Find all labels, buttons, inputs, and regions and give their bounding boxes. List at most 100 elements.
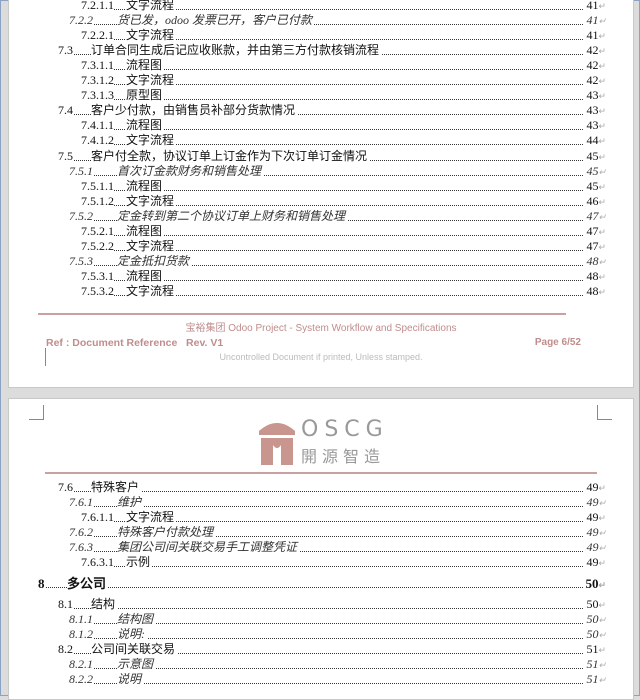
toc-entry[interactable]: 7.2.1.1 文字流程 41 (9, 0, 633, 14)
toc-page-number: 49 (584, 495, 606, 511)
toc-title: 流程图 (126, 58, 165, 74)
toc-page-number: 43 (584, 103, 606, 120)
footer-note: Uncontrolled Document if printed, Unless… (219, 352, 423, 362)
leader-dots (69, 623, 603, 639)
toc-title: 流程图 (126, 268, 165, 284)
leader-dots (69, 250, 603, 266)
toc-entry[interactable]: 7.6 特殊客户 49 (9, 480, 633, 496)
toc-title: 公司间关联交易 (91, 642, 178, 657)
leader-dots (58, 638, 603, 654)
toc-title: 原型图 (126, 88, 165, 104)
logo-icon (259, 423, 295, 465)
toc-number: 7.5.1 (69, 163, 93, 179)
toc-entry[interactable]: 7.5.2 定金转到第二个协议订单上财务和销售处理 47 (9, 208, 633, 225)
toc-page-number: 47 (584, 223, 606, 240)
toc-title: 结构图 (117, 612, 156, 627)
toc-entry[interactable]: 7.2.2 货已发，odoo 发票已开，客户已付款 41 (9, 13, 633, 30)
leader-dots (69, 9, 603, 26)
toc-page-number: 42 (584, 58, 606, 75)
toc-entry[interactable]: 7.5.1 首次订金款财务和销售处理 45 (9, 163, 633, 180)
toc-title: 文字流程 (126, 193, 177, 209)
leader-dots (81, 506, 603, 522)
toc-number: 7.2.1.1 (81, 0, 114, 13)
toc-title: 文字流程 (126, 133, 177, 149)
toc-number: 7.6.1.1 (81, 510, 114, 525)
leader-dots (69, 653, 603, 669)
toc-number: 7.6.3 (69, 540, 93, 555)
toc-page-number: 45 (584, 178, 606, 195)
toc-entry[interactable]: 7.6.3.1 示例 49 (9, 555, 633, 571)
toc-page-number: 49 (584, 540, 606, 556)
footer-title: 宝裕集团 Odoo Project - System Workflow and … (185, 323, 457, 334)
leader-dots (58, 99, 603, 116)
margin-corner (597, 405, 612, 420)
toc-entry[interactable]: 8.1 结构 50 (9, 597, 633, 613)
toc-entry[interactable]: 7.3 订单合同生成后记应收账款，并由第三方付款核销流程 42 (9, 43, 633, 60)
toc-title: 文字流程 (126, 0, 177, 13)
leader-dots (81, 551, 603, 567)
toc-entry[interactable]: 7.5.1.1 流程图 45 (9, 178, 633, 195)
toc-entry[interactable]: 7.5.2.1 流程图 47 (9, 223, 633, 240)
toc-number: 7.5.3.2 (81, 283, 114, 299)
toc-title: 客户付全款，协议订单上订金作为下次订单订金情况 (91, 148, 370, 164)
toc-entry[interactable]: 7.5.2.2 文字流程 47 (9, 238, 633, 255)
toc-page-number: 51 (584, 642, 606, 658)
toc-page-number: 47 (584, 238, 606, 255)
toc-entry[interactable]: 7.4.1.1 流程图 43 (9, 118, 633, 135)
toc-number: 7.5.2 (69, 208, 93, 224)
toc-entry[interactable]: 7.5 客户付全款，协议订单上订金作为下次订单订金情况 45 (9, 148, 633, 165)
toc-title: 货已发，odoo 发票已开，客户已付款 (117, 13, 315, 29)
toc-entry[interactable]: 7.6.1 维护 49 (9, 495, 633, 511)
toc-entry[interactable]: 8.2 公司间关联交易 51 (9, 642, 633, 658)
toc-number: 7.5.1.1 (81, 178, 114, 194)
logo-text: OSCG (301, 417, 389, 442)
toc-entry[interactable]: 7.4.1.2 文字流程 44 (9, 133, 633, 150)
toc-title: 示例 (126, 555, 153, 570)
toc-entry[interactable]: 7.3.1.1 流程图 42 (9, 58, 633, 75)
leader-dots (81, 190, 603, 206)
toc-entry[interactable]: 8.2.1 示意图 51 (9, 657, 633, 673)
leader-dots (38, 572, 603, 588)
leader-dots (69, 491, 603, 507)
toc-page-number: 42 (584, 43, 606, 60)
toc-entry[interactable]: 7.2.2.1 文字流程 41 (9, 28, 633, 45)
toc-number: 7.6.2 (69, 525, 93, 540)
toc-number: 8.1.2 (69, 627, 93, 642)
toc-entry[interactable]: 7.5.1.2 文字流程 46 (9, 193, 633, 210)
toc-entry[interactable]: 8 多公司 50 (9, 576, 633, 593)
toc-entry[interactable]: 7.3.1.3 原型图 43 (9, 88, 633, 105)
footer-reference: Ref : Document Reference Rev. V1 (46, 337, 223, 349)
toc-entry[interactable]: 8.2.2 说明 51 (9, 672, 633, 688)
toc-page-number: 41 (584, 13, 606, 30)
toc-entry[interactable]: 7.6.2 特殊客户付款处理 49 (9, 525, 633, 541)
toc-entry[interactable]: 7.5.3 定金抵扣货款 48 (9, 253, 633, 270)
toc-entry[interactable]: 7.3.1.2 文字流程 42 (9, 73, 633, 90)
leader-dots (81, 24, 603, 41)
toc-entry[interactable]: 7.5.3.1 流程图 48 (9, 268, 633, 285)
toc-page-number: 49 (584, 510, 606, 526)
toc-title: 说明: (117, 627, 147, 642)
toc-entry[interactable]: 7.4 客户少付款，由销售员补部分货款情况 43 (9, 103, 633, 120)
toc-page-number: 50 (584, 612, 606, 628)
toc-page-number: 48 (584, 253, 606, 270)
toc-entry[interactable]: 7.6.3 集团公司间关联交易手工调整凭证 49 (9, 540, 633, 556)
toc-entry[interactable]: 7.6.1.1 文字流程 49 (9, 510, 633, 526)
toc-title: 客户少付款，由销售员补部分货款情况 (91, 103, 298, 119)
toc-page-number: 49 (584, 480, 606, 496)
toc-number: 7.6.1 (69, 495, 93, 510)
leader-dots (81, 280, 603, 296)
toc-number: 7.5.3.1 (81, 268, 114, 284)
toc-title: 文字流程 (126, 28, 177, 44)
toc-number: 8 (38, 576, 45, 591)
toc-page-number: 43 (584, 88, 606, 105)
toc-entry[interactable]: 8.1.1 结构图 50 (9, 612, 633, 628)
toc-number: 8.2 (58, 642, 73, 657)
toc-title: 结构 (91, 597, 118, 612)
toc-page-number: 50 (584, 627, 606, 643)
toc-number: 7.3 (58, 43, 73, 59)
leader-dots (81, 114, 603, 131)
toc-number: 7.6.3.1 (81, 555, 114, 570)
toc-entry[interactable]: 7.5.3.2 文字流程 48 (9, 283, 633, 300)
toc-entry[interactable]: 8.1.2 说明: 50 (9, 627, 633, 643)
